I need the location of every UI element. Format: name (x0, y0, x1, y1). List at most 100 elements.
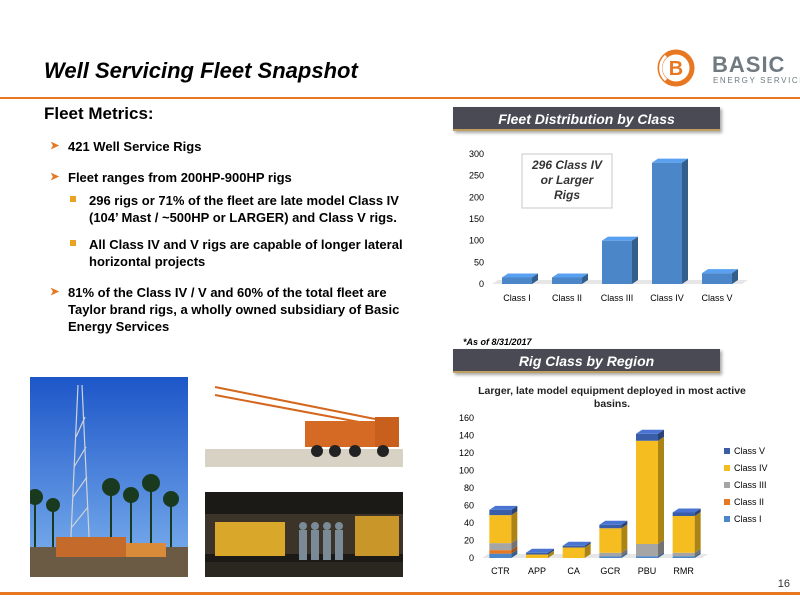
metrics-list: ➤ 421 Well Service Rigs ➤ Fleet ranges f… (44, 138, 409, 349)
fleet-distribution-chart: 0 50 100 150 200 250 300 Class I Class II Class I… (469, 149, 748, 303)
bar-top (526, 548, 554, 553)
y-tick-label: 20 (464, 536, 474, 546)
bar-segment (672, 552, 701, 558)
x-tick-label: CA (567, 566, 580, 576)
bar-top (489, 505, 518, 510)
bar-segment (489, 505, 518, 516)
bar (602, 236, 638, 284)
legend-label: Class II (734, 497, 764, 507)
x-tick-label: RMR (673, 566, 694, 576)
x-tick-label: Class III (601, 293, 634, 303)
metric-bullet: ➤ 81% of the Class IV / V and 60% of the… (44, 284, 409, 335)
bar-top (636, 429, 664, 434)
legend-swatch (724, 482, 730, 488)
legend-label: Class I (734, 514, 762, 524)
y-tick-label: 250 (469, 171, 484, 181)
arrow-bullet-icon: ➤ (50, 171, 60, 183)
x-tick-label: CTR (491, 566, 510, 576)
bar (502, 273, 538, 284)
y-tick-label: 50 (474, 257, 484, 267)
metric-text: All Class IV and V rigs are capable of l… (89, 237, 403, 269)
footer-divider (0, 592, 800, 595)
x-tick-label: APP (528, 566, 546, 576)
y-tick-label: 140 (459, 431, 474, 441)
y-tick-label: 120 (459, 448, 474, 458)
x-tick-label: Class II (552, 293, 582, 303)
rig-class-region-banner: Rig Class by Region (453, 349, 720, 373)
bar-segment (672, 508, 701, 516)
chart-title: Larger, late model equipment deployed in… (478, 385, 746, 397)
bar-segment (599, 524, 628, 553)
bar-segment (562, 541, 591, 548)
legend-swatch (724, 516, 730, 522)
svg-text:or Larger: or Larger (541, 173, 595, 187)
legend-label: Class V (734, 446, 765, 456)
bar-segment (489, 549, 518, 558)
arrow-bullet-icon: ➤ (50, 140, 60, 152)
legend-label: Class IV (734, 463, 768, 473)
metric-subbullet: All Class IV and V rigs are capable of l… (44, 236, 409, 270)
bar-segment (636, 552, 664, 558)
y-tick-label: 200 (469, 192, 484, 202)
svg-text:B: B (669, 58, 683, 80)
y-tick-label: 150 (469, 214, 484, 224)
header-divider (0, 97, 800, 99)
x-tick-label: Class IV (650, 293, 684, 303)
svg-text:Rigs: Rigs (554, 188, 580, 202)
metric-subbullet: 296 rigs or 71% of the fleet are late mo… (44, 192, 409, 226)
metric-bullet: ➤ 421 Well Service Rigs (44, 138, 409, 155)
arrow-bullet-icon: ➤ (50, 286, 60, 298)
fleet-distribution-banner: Fleet Distribution by Class (453, 107, 720, 131)
bar-segment (672, 512, 701, 553)
bar-segment (489, 546, 518, 554)
rig-tower-photo (30, 377, 188, 577)
square-bullet-icon (70, 196, 76, 202)
metric-text: 421 Well Service Rigs (68, 139, 202, 154)
crew-photo (205, 492, 403, 577)
y-tick-label: 60 (464, 501, 474, 511)
page-title: Well Servicing Fleet Snapshot (44, 58, 358, 83)
y-tick-label: 0 (479, 279, 484, 289)
metrics-heading: Fleet Metrics: (44, 104, 154, 123)
as-of-note: *As of 8/31/2017 (463, 337, 532, 347)
bar-segment (636, 429, 664, 441)
x-tick-label: Class I (503, 293, 531, 303)
bar-segment (526, 550, 554, 558)
bar-top (672, 508, 701, 513)
basic-energy-logo: B (657, 49, 695, 87)
y-tick-label: 160 (459, 413, 474, 423)
bar-segment (562, 543, 591, 558)
legend-swatch (724, 465, 730, 471)
metric-text: 296 rigs or 71% of the fleet are late mo… (89, 193, 399, 225)
bar-segment (636, 540, 664, 557)
bar-segment (672, 548, 701, 557)
y-tick-label: 100 (469, 236, 484, 246)
metric-text: Fleet ranges from 200HP-900HP rigs (68, 170, 292, 185)
chart-legend: Class V Class IV Class III Class II Class I (724, 446, 768, 524)
bar-top (562, 541, 591, 546)
legend-swatch (724, 499, 730, 505)
x-tick-label: GCR (600, 566, 621, 576)
chart-title: basins. (594, 398, 630, 410)
bar (552, 273, 588, 284)
rig-class-region-chart: Larger, late model equipment deployed in… (459, 385, 768, 576)
bar (702, 269, 738, 284)
bar-segment (489, 539, 518, 551)
metric-bullet: ➤ Fleet ranges from 200HP-900HP rigs (44, 169, 409, 186)
legend-label: Class III (734, 480, 767, 490)
metric-text: 81% of the Class IV / V and 60% of the t… (68, 285, 400, 334)
bar-segment (599, 520, 628, 529)
y-tick-label: 100 (459, 466, 474, 476)
bar-segment (599, 552, 628, 558)
page-number: 16 (777, 578, 790, 590)
bar-top (599, 520, 628, 525)
logo-subtitle: ENERGY SERVICES (713, 76, 800, 85)
svg-text:296 Class IV: 296 Class IV (531, 158, 603, 172)
bar-segment (526, 548, 554, 555)
logo-name: BASIC (712, 52, 786, 77)
y-tick-label: 40 (464, 518, 474, 528)
bar-segment (636, 436, 664, 544)
bar-segment (489, 511, 518, 544)
x-tick-label: Class V (701, 293, 732, 303)
